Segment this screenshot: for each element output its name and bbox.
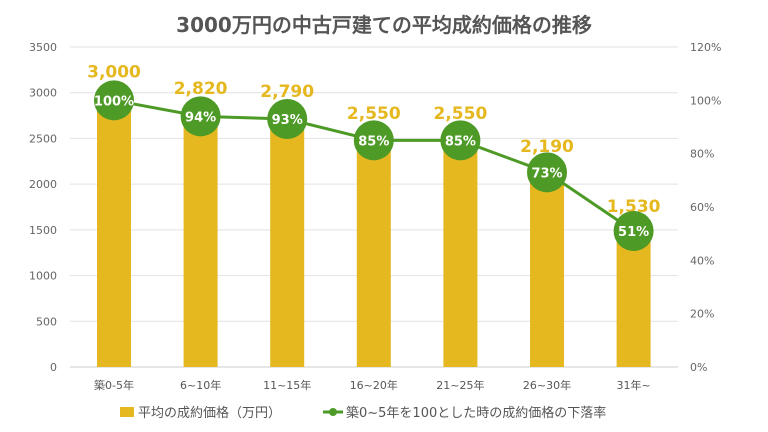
y-right-tick-label: 60% [690, 201, 714, 214]
legend-line-marker [329, 408, 337, 416]
bar [270, 111, 305, 368]
y-left-tick-label: 0 [50, 361, 57, 374]
y-right-tick-label: 100% [690, 94, 721, 107]
line-point [353, 120, 394, 161]
legend-bar-swatch [120, 407, 134, 417]
line-point [267, 99, 308, 139]
x-tick-label: 16~20年 [350, 378, 398, 392]
y-right-tick-label: 120% [690, 41, 721, 54]
line-point [180, 96, 221, 137]
bar-data-label: 2,820 [174, 79, 228, 99]
line-data-label: 94% [185, 110, 216, 125]
line-point [527, 152, 567, 193]
y-left-tick-label: 2500 [29, 132, 57, 145]
bar-data-label: 3,000 [87, 63, 141, 83]
line-data-label: 73% [531, 166, 562, 181]
bar-data-label: 2,790 [260, 82, 314, 102]
x-tick-label: 11~15年 [263, 378, 311, 392]
chart-title: 3000万円の中古戸建ての平均成約価格の推移 [176, 13, 592, 37]
x-tick-label: 6~10年 [180, 378, 221, 392]
y-right-tick-label: 0% [690, 361, 707, 374]
x-tick-label: 21~25年 [436, 378, 484, 392]
line-data-label: 85% [445, 134, 476, 149]
line-point [613, 211, 654, 251]
bar [443, 133, 478, 367]
x-tick-label: 31年~ [616, 378, 650, 392]
line-point [440, 120, 481, 161]
y-left-tick-label: 1000 [29, 270, 57, 283]
x-tick-label: 26~30年 [523, 378, 571, 392]
legend-bar-label: 平均の成約価格（万円） [138, 405, 281, 421]
bar-data-label: 1,530 [607, 197, 661, 217]
line-point [94, 80, 134, 121]
line-data-label: 51% [618, 225, 649, 240]
bar-data-label: 2,550 [434, 104, 488, 124]
line-data-label: 85% [358, 134, 389, 149]
y-left-tick-label: 3000 [29, 87, 57, 100]
bar [183, 109, 218, 368]
y-right-tick-label: 80% [690, 148, 714, 161]
y-left-tick-label: 3500 [29, 41, 57, 54]
line-data-label: 93% [272, 113, 303, 128]
bar-data-label: 2,550 [347, 104, 401, 124]
bar [356, 133, 391, 367]
bar-data-label: 2,190 [520, 137, 574, 157]
y-left-tick-label: 2000 [29, 178, 57, 191]
y-right-tick-label: 40% [690, 254, 714, 267]
line-data-label: 100% [94, 94, 134, 109]
legend-line-label: 築0~5年を100とした時の成約価格の下落率 [346, 405, 606, 421]
y-left-tick-label: 1500 [29, 224, 57, 237]
y-right-tick-label: 20% [690, 308, 714, 321]
x-tick-label: 築0-5年 [94, 378, 134, 392]
y-left-tick-label: 500 [36, 315, 57, 328]
bar [530, 166, 564, 367]
bar [97, 92, 131, 367]
